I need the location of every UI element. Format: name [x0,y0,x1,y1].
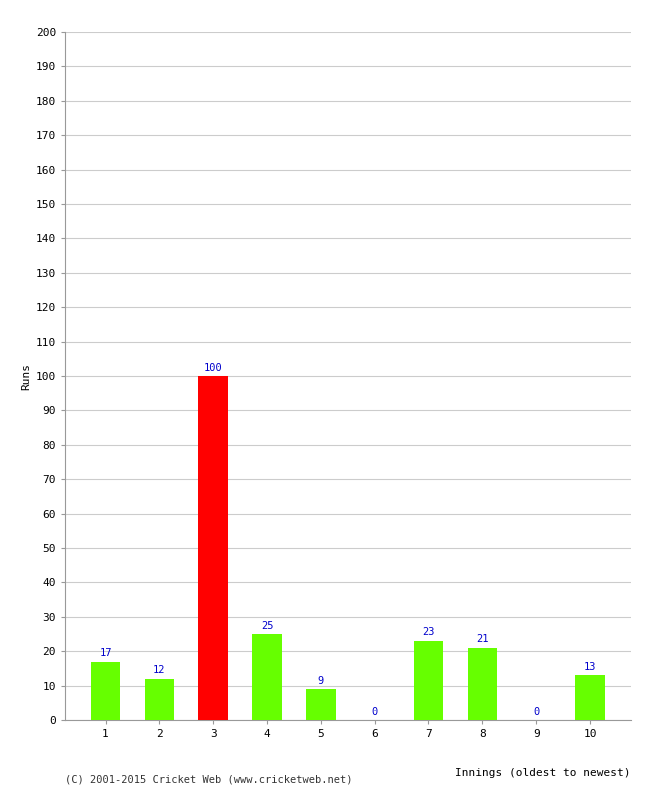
Bar [467,648,497,720]
Text: 100: 100 [204,362,222,373]
Bar [306,689,335,720]
Bar [252,634,282,720]
Text: 21: 21 [476,634,489,644]
Text: 23: 23 [422,627,435,638]
Text: 17: 17 [99,648,112,658]
Text: 12: 12 [153,666,166,675]
Text: (C) 2001-2015 Cricket Web (www.cricketweb.net): (C) 2001-2015 Cricket Web (www.cricketwe… [65,774,352,784]
Bar [91,662,120,720]
Bar [575,675,604,720]
Text: 13: 13 [584,662,596,672]
Y-axis label: Runs: Runs [21,362,32,390]
Text: 0: 0 [372,706,378,717]
Text: 25: 25 [261,621,273,630]
Bar [413,641,443,720]
Text: 9: 9 [318,675,324,686]
Bar [198,376,228,720]
Text: Innings (oldest to newest): Innings (oldest to newest) [455,768,630,778]
Text: 0: 0 [533,706,540,717]
Bar [144,678,174,720]
